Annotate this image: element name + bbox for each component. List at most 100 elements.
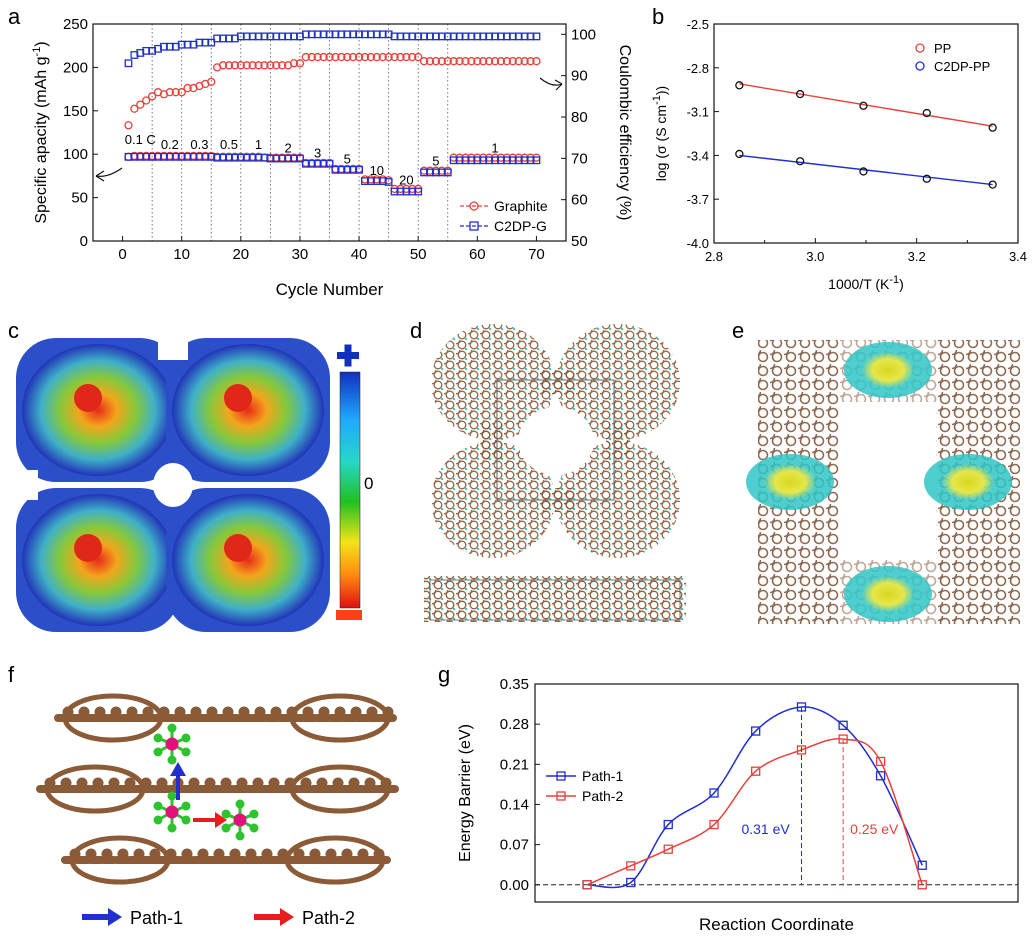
x-tick-label: 20 (232, 246, 249, 263)
legend-marker (915, 61, 925, 71)
data-point (532, 32, 541, 41)
data-point (437, 57, 446, 66)
data-point (366, 52, 376, 62)
data-point (372, 52, 381, 62)
esp-region (22, 494, 174, 626)
legend-marker (469, 201, 479, 211)
x-tick-label: 10 (173, 246, 190, 263)
data-point (443, 57, 452, 66)
legend-label: C2DP-G (494, 218, 547, 234)
colorbar (339, 371, 361, 609)
y2-tick-label: 50 (571, 233, 588, 250)
carbon-atom (350, 706, 362, 718)
fluorine-atom (181, 815, 191, 825)
x-axis-label: Reaction Coordinate (699, 915, 854, 934)
legend-label: Path-1 (582, 768, 623, 784)
carbon-atom (270, 706, 282, 718)
carbon-atom (94, 706, 106, 718)
rate-label: 0.3 (190, 137, 208, 152)
data-point (502, 57, 512, 66)
y-axis-label: Specific apacity (mAh g-1) (31, 41, 50, 223)
barrier-annotation: 0.31 eV (741, 821, 790, 837)
data-point (230, 61, 240, 70)
carbon-atom (334, 706, 346, 718)
data-point (467, 57, 476, 66)
y2-tick-label: 70 (571, 150, 588, 167)
data-point (496, 57, 506, 66)
carbon-atom (300, 777, 312, 789)
y-tick-label: 250 (63, 16, 88, 33)
carbon-atom (254, 706, 266, 718)
esp-map-image: 0 (16, 338, 373, 632)
x-tick-label: 50 (410, 246, 427, 263)
carbon-atom (293, 848, 305, 860)
data-point (988, 180, 997, 189)
data-point (384, 52, 393, 62)
colorbar-minus-icon (336, 610, 362, 620)
y-tick-label: -3.4 (687, 148, 709, 163)
data-point (242, 61, 251, 70)
data-point (402, 52, 411, 62)
carbon-atom (357, 848, 369, 860)
linker (481, 424, 505, 460)
legend-marker (556, 791, 566, 801)
data-point (337, 52, 346, 62)
plot-frame (713, 23, 1019, 244)
density-region (862, 576, 914, 612)
legend-label: Path-2 (582, 788, 623, 804)
carbon-atom (204, 777, 216, 789)
carbon-atom (108, 777, 120, 789)
legend-marker (915, 43, 925, 53)
data-point (751, 766, 761, 776)
data-point (254, 61, 263, 70)
carbon-atom (213, 848, 225, 860)
carbon-atom (181, 848, 193, 860)
data-point (248, 61, 257, 70)
carbon-atom (222, 706, 234, 718)
data-point (136, 100, 145, 109)
y-tick-label: 50 (71, 190, 88, 207)
molecule-node (556, 442, 680, 558)
fluorine-atom (249, 823, 259, 833)
carbon-atom (76, 777, 88, 789)
carbon-atom (220, 777, 232, 789)
data-point (295, 59, 305, 68)
chart-a: 0 10 20 30 40 50 60 70 0 50 100 150 200 250 50 60 70 80 90… (31, 16, 633, 299)
data-point (449, 57, 458, 66)
data-point (378, 52, 387, 62)
x-axis-label: Cycle Number (276, 280, 384, 299)
phenyl-ring (62, 693, 164, 743)
esp-region (224, 384, 252, 412)
x-tick-label: 40 (351, 246, 368, 263)
energy-curve (587, 706, 923, 889)
esp-region (172, 344, 324, 476)
data-point (709, 819, 719, 830)
phenyl-ring (289, 693, 391, 743)
data-point (408, 52, 417, 62)
density-region (764, 464, 816, 500)
data-point (289, 59, 299, 68)
right-axis-arrow-head-icon (554, 79, 563, 91)
carbon-atom (149, 848, 161, 860)
data-point (508, 57, 517, 66)
y-tick-label: -2.5 (687, 17, 709, 32)
legend-label: Graphite (494, 198, 548, 214)
data-point (514, 57, 523, 66)
fluorine-atom (235, 799, 245, 809)
y-tick-label: -3.7 (687, 192, 709, 207)
carbon-atom (197, 848, 209, 860)
data-point (431, 57, 441, 66)
data-point (526, 57, 535, 66)
right-axis-arrow-icon (539, 77, 563, 86)
y-tick-label: -3.1 (687, 105, 709, 120)
x-tick-label: 3.4 (1009, 249, 1027, 264)
fluorine-atom (181, 733, 191, 743)
linker (606, 424, 630, 460)
y-tick-label: 0.21 (500, 756, 529, 773)
data-point (343, 52, 352, 62)
data-point (626, 861, 636, 871)
carbon-atom (268, 777, 280, 789)
carbon-atom (92, 777, 104, 789)
data-point (663, 819, 673, 830)
esp-region (172, 494, 324, 626)
